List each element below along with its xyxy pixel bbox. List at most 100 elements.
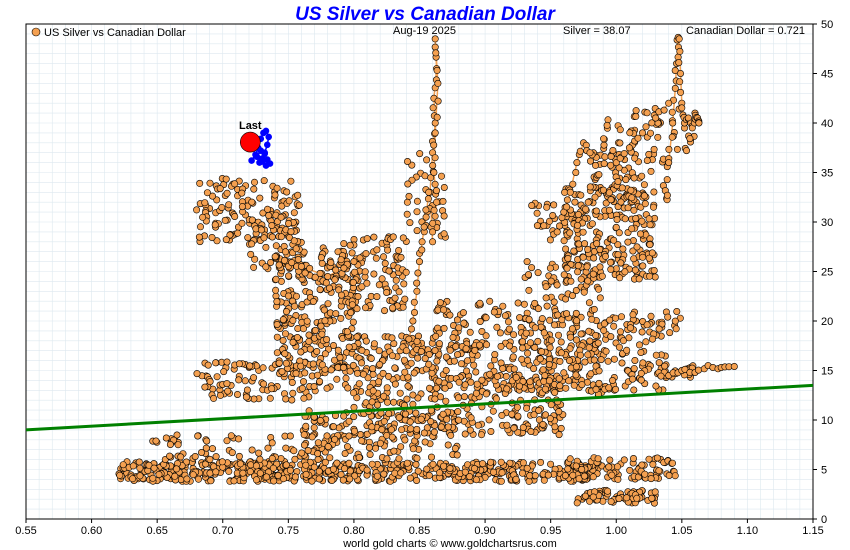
data-point (391, 380, 399, 388)
data-point (646, 272, 654, 280)
data-point (509, 353, 517, 361)
data-point (308, 477, 316, 485)
data-point (298, 384, 306, 392)
data-point (196, 179, 204, 187)
data-point (675, 59, 683, 67)
data-point (271, 253, 279, 261)
data-point (649, 203, 657, 211)
data-point (418, 238, 426, 246)
data-point (387, 426, 395, 434)
data-point (482, 390, 490, 398)
data-point (268, 385, 276, 393)
data-point (641, 470, 649, 478)
data-point (490, 308, 498, 316)
data-point (436, 469, 444, 477)
data-point (592, 331, 600, 339)
data-point (433, 384, 441, 392)
data-point (383, 384, 391, 392)
data-point (201, 199, 209, 207)
data-point (648, 249, 656, 257)
data-point (353, 333, 361, 341)
data-point (590, 305, 598, 313)
data-point (485, 416, 493, 424)
data-point (441, 384, 449, 392)
data-point (407, 425, 415, 433)
data-point (443, 415, 451, 423)
data-point (460, 393, 468, 401)
recent-point (258, 158, 266, 165)
last-marker (239, 131, 261, 153)
data-point (346, 467, 354, 475)
data-point (268, 454, 276, 462)
data-point (665, 159, 673, 167)
data-point (533, 209, 541, 217)
data-point (302, 470, 310, 478)
data-point (310, 463, 318, 471)
data-point (461, 468, 469, 476)
data-point (425, 384, 433, 392)
recent-point (248, 157, 255, 164)
data-point (225, 201, 233, 209)
data-point (675, 35, 683, 43)
data-point (409, 317, 417, 325)
data-point (291, 302, 299, 310)
x-tick-label: 0.70 (212, 525, 233, 537)
data-point (202, 444, 210, 452)
data-point (627, 186, 635, 194)
data-point (444, 441, 452, 449)
data-point (478, 376, 486, 384)
data-point (609, 147, 617, 155)
data-point (528, 264, 536, 272)
y-tick-label: 0 (821, 514, 827, 526)
data-point (400, 280, 408, 288)
data-point (235, 360, 243, 368)
data-point (668, 133, 676, 141)
x-tick-label: 1.15 (802, 525, 823, 537)
data-point (596, 263, 604, 271)
data-point (381, 259, 389, 267)
data-point (183, 475, 191, 483)
data-point (547, 401, 555, 409)
y-tick-label: 10 (821, 415, 833, 427)
data-point (367, 354, 375, 362)
data-point (263, 205, 271, 213)
data-point (545, 361, 553, 369)
data-point (525, 286, 533, 294)
data-point (391, 294, 399, 302)
y-axis: 0 5 10 15 20 25 30 35 40 45 50 (813, 19, 833, 526)
data-point (630, 386, 638, 394)
data-point (405, 335, 413, 343)
data-point (222, 175, 230, 183)
data-point (282, 444, 290, 452)
data-point (277, 233, 285, 241)
data-point (504, 318, 512, 326)
data-point (422, 213, 430, 221)
data-point (565, 357, 573, 365)
data-point (613, 463, 621, 471)
data-point (378, 426, 386, 434)
data-point (492, 395, 500, 403)
data-point (442, 353, 450, 361)
data-point (405, 192, 413, 200)
data-point (282, 359, 290, 367)
data-point (173, 431, 181, 439)
data-point (318, 330, 326, 338)
data-point (572, 286, 580, 294)
data-point (410, 369, 418, 377)
data-point (220, 368, 228, 376)
data-point (635, 275, 643, 283)
data-point (440, 306, 448, 314)
data-point (525, 315, 533, 323)
data-point (290, 447, 298, 455)
data-point (617, 259, 625, 267)
data-point (546, 415, 554, 423)
data-point (616, 126, 624, 134)
data-point (604, 357, 612, 365)
x-tick-label: 0.80 (343, 525, 364, 537)
data-point (399, 303, 407, 311)
data-point (136, 464, 144, 472)
data-point (671, 84, 679, 92)
data-point (417, 415, 425, 423)
data-point (671, 317, 679, 325)
y-tick-label: 15 (821, 366, 833, 378)
